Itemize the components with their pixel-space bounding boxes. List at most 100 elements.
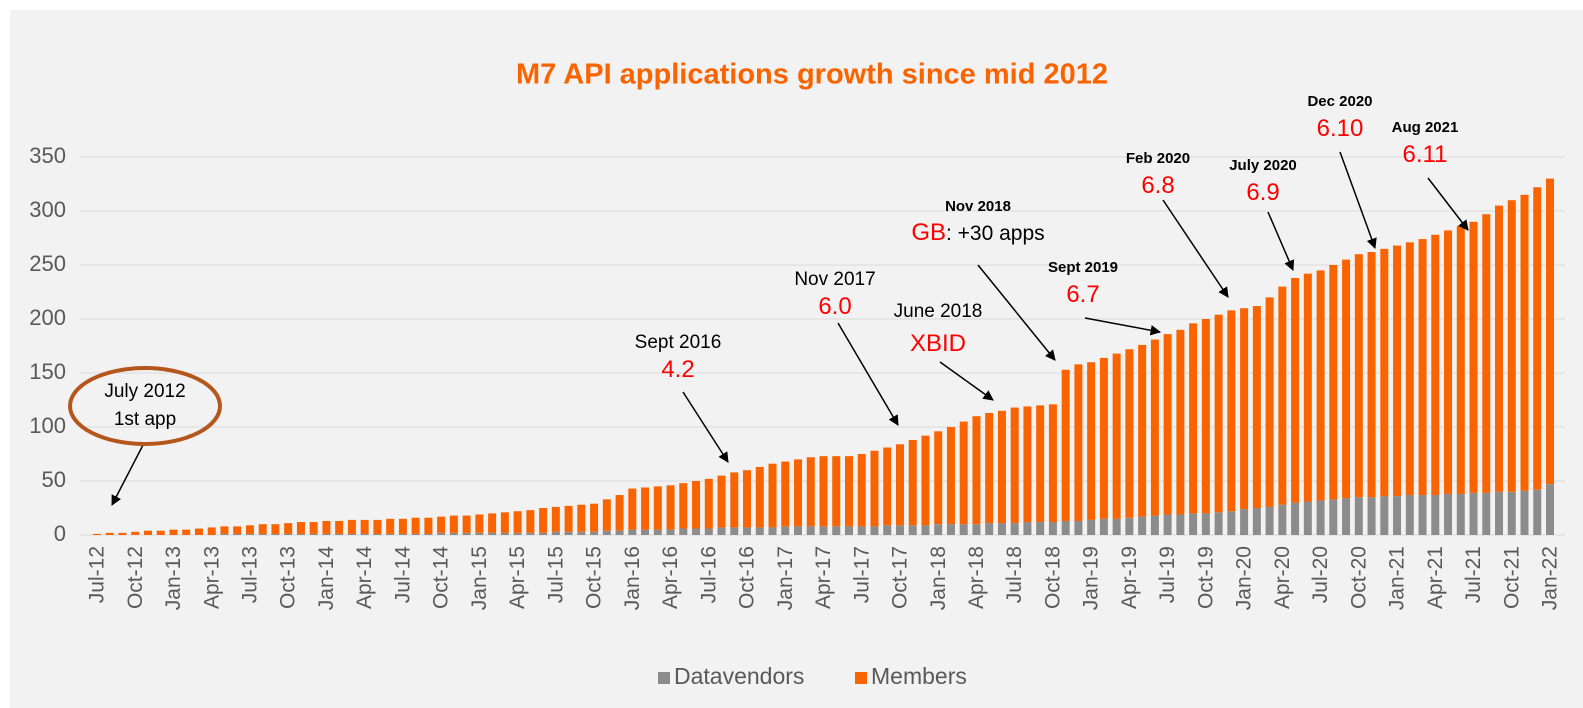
bar-segment [1533, 187, 1542, 490]
bar-segment [743, 527, 752, 535]
bar-segment [692, 481, 701, 529]
bar-segment [615, 495, 624, 531]
bar-segment [794, 459, 803, 527]
bar-segment [692, 528, 701, 535]
bar-segment [194, 528, 203, 535]
legend-label: Datavendors [674, 663, 804, 689]
bar-segment [1176, 329, 1185, 515]
bar-segment [717, 475, 726, 528]
annotation-date: Sept 2019 [1048, 259, 1118, 276]
bar-segment [284, 523, 293, 534]
bar-segment [169, 529, 178, 535]
bar-segment [539, 532, 548, 535]
bar-segment [207, 527, 216, 535]
bar-segment [1189, 323, 1198, 514]
x-tick-label: Oct-17 [889, 546, 912, 609]
bar-segment [488, 532, 497, 535]
bar-segment [1150, 339, 1159, 516]
bar-segment [1520, 194, 1529, 491]
x-tick-label: Jan-15 [468, 546, 491, 610]
bar-segment [768, 527, 777, 535]
annotation-detail: 6.0 [818, 293, 851, 320]
x-tick-label: Jul-12 [86, 546, 109, 603]
bar-segment [1291, 502, 1300, 535]
bar-segment [1010, 407, 1019, 524]
bar-segment [730, 472, 739, 528]
annotation-detail: 6.10 [1317, 115, 1364, 142]
bar-segment [1240, 509, 1249, 535]
bar-segment [411, 533, 420, 535]
x-tick-label: Jan-22 [1539, 546, 1562, 610]
bar-segment [1329, 499, 1338, 535]
annotation-date: Dec 2020 [1307, 93, 1372, 110]
bar-segment [1189, 513, 1198, 535]
bar-segment [844, 526, 853, 535]
annotation-version: GB [911, 219, 946, 246]
bar-segment [921, 525, 930, 535]
bar-segment [1176, 514, 1185, 535]
bar-segment [832, 526, 841, 535]
bar-segment [972, 524, 981, 535]
bar-segment [335, 520, 344, 534]
bar-segment [118, 532, 127, 535]
bar-segment [373, 519, 382, 534]
bar-segment [156, 530, 165, 535]
bar-segment [1227, 511, 1236, 535]
bar-segment [1265, 506, 1274, 535]
bar-segment [1278, 286, 1287, 505]
bar-segment [895, 525, 904, 535]
bar-segment [245, 533, 254, 535]
bar-segment [1023, 522, 1032, 535]
bar-segment [985, 523, 994, 535]
annotation-arrow [111, 444, 144, 506]
bar-segment [1342, 259, 1351, 499]
bar-segment [1036, 405, 1045, 523]
bar-segment [296, 522, 305, 534]
bar-segment [1112, 353, 1121, 519]
bar-segment [475, 532, 484, 535]
annotation-date: Aug 2021 [1392, 119, 1459, 136]
annotation-date: July 2012 [104, 381, 185, 402]
bar-segment [1507, 491, 1516, 535]
annotation-arrow [1162, 199, 1229, 298]
bar-segment [819, 526, 828, 535]
bar-segment [1393, 245, 1402, 497]
bar-segment [1546, 484, 1554, 535]
bar-segment [946, 524, 955, 535]
annotation-date: July 2020 [1229, 157, 1297, 174]
bar-segment [93, 533, 101, 535]
bar-segment [832, 456, 841, 527]
annotation-date: Nov 2018 [945, 198, 1011, 215]
bar-segment [488, 513, 497, 533]
x-tick-label: Oct-13 [277, 546, 300, 609]
bar-segment [1163, 334, 1172, 515]
bar-segment [1214, 314, 1223, 513]
bar-segment [1482, 492, 1491, 535]
bar-segment [628, 488, 637, 530]
x-tick-label: Jul-19 [1156, 546, 1179, 603]
x-tick-label: Jan-14 [315, 546, 338, 611]
bar-segment [220, 526, 229, 534]
bar-segment [1431, 234, 1440, 496]
bar-segment [577, 504, 586, 532]
x-tick-label: Apr-15 [506, 546, 529, 609]
bar-segment [347, 519, 356, 534]
bar-segment [526, 510, 535, 533]
bar-segment [526, 532, 535, 535]
bar-segment [921, 435, 930, 526]
bar-segment [500, 512, 509, 533]
bar-segment [398, 518, 407, 534]
bar-segment [551, 531, 560, 535]
bar-segment [602, 530, 611, 535]
bar-segment [959, 421, 968, 525]
bar-segment [908, 439, 917, 526]
bar-segment [819, 456, 828, 527]
bar-segment [1444, 493, 1453, 535]
bar-segment [1087, 362, 1096, 520]
bar-segment [1469, 492, 1478, 535]
bar-segment [513, 511, 522, 533]
bar-segment [1125, 517, 1134, 535]
annotation-text: : +30 apps [946, 222, 1045, 245]
bar-segment [946, 427, 955, 525]
